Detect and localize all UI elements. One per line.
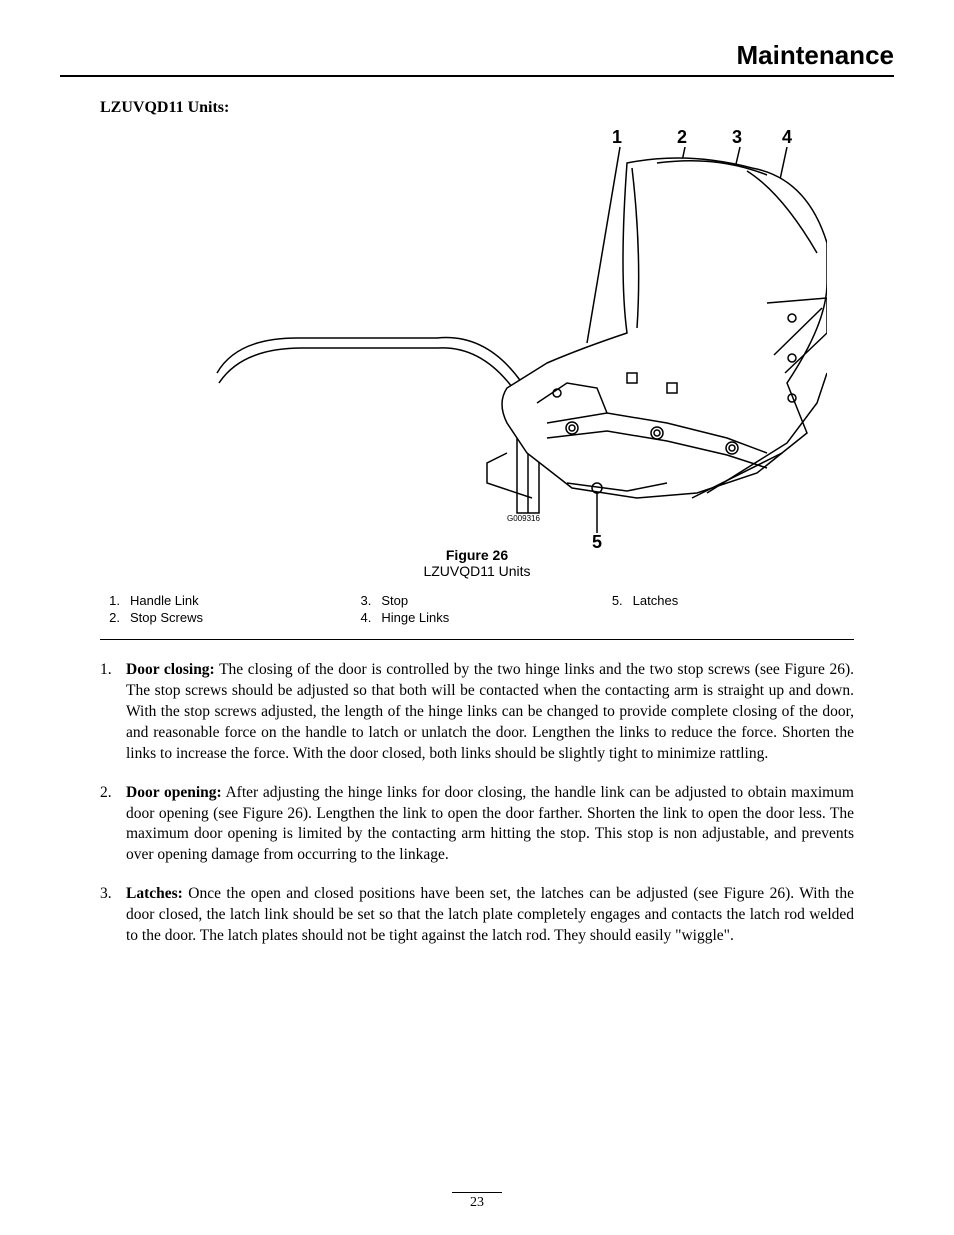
instruction-item: Latches: Once the open and closed positi… (100, 884, 854, 947)
section-divider (100, 639, 854, 640)
callout-5: 5 (592, 532, 602, 552)
instructions-list: Door closing: The closing of the door is… (60, 660, 894, 947)
instruction-body: Once the open and closed positions have … (126, 885, 854, 944)
callout-1: 1 (612, 127, 622, 147)
header-title: Maintenance (737, 40, 895, 71)
figure-caption-title: Figure 26 (446, 547, 508, 563)
legend-col-2: 3.Stop 4.Hinge Links (351, 593, 602, 627)
figure-diagram: 1 2 3 4 5 (127, 123, 827, 553)
callout-2: 2 (677, 127, 687, 147)
instruction-term: Latches: (126, 885, 183, 902)
instruction-item: Door opening: After adjusting the hinge … (100, 783, 854, 867)
instruction-body: After adjusting the hinge links for door… (126, 784, 854, 864)
figure-legend: 1.Handle Link 2.Stop Screws 3.Stop 4.Hin… (60, 593, 894, 639)
legend-col-3: 5.Latches (603, 593, 854, 627)
figure-block: 1 2 3 4 5 (60, 123, 894, 587)
legend-col-1: 1.Handle Link 2.Stop Screws (100, 593, 351, 627)
instruction-term: Door opening: (126, 784, 222, 801)
section-heading: LZUVQD11 Units: (100, 99, 894, 117)
callout-4: 4 (782, 127, 792, 147)
callout-3: 3 (732, 127, 742, 147)
figure-caption-sub: LZUVQD11 Units (423, 563, 530, 579)
instruction-item: Door closing: The closing of the door is… (100, 660, 854, 765)
page-header: Maintenance (60, 40, 894, 77)
instruction-term: Door closing: (126, 661, 215, 678)
page-number: 23 (0, 1192, 954, 1211)
part-code: G009316 (507, 514, 540, 523)
instruction-body: The closing of the door is controlled by… (126, 661, 854, 762)
